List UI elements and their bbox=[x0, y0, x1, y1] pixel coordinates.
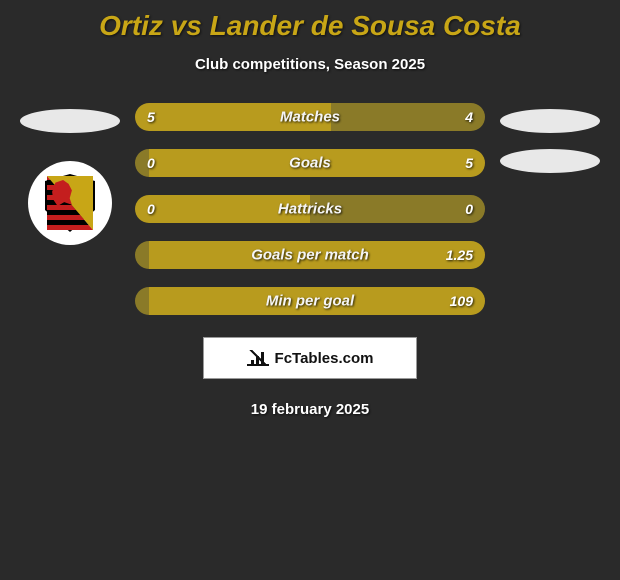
bar-value-left: 0 bbox=[147, 201, 155, 217]
brand-text: FcTables.com bbox=[275, 350, 374, 367]
main-row: 5 4 Matches 0 5 Goals 0 0 Hattricks 1.25 Goals per… bbox=[0, 103, 620, 315]
player-left-column bbox=[15, 103, 125, 245]
bar-label: Matches bbox=[280, 109, 340, 126]
stat-bar: 0 0 Hattricks bbox=[135, 195, 485, 223]
bar-label: Hattricks bbox=[278, 201, 342, 218]
bar-left-segment bbox=[135, 241, 149, 269]
bar-value-right: 1.25 bbox=[446, 247, 473, 263]
stat-bar: 5 4 Matches bbox=[135, 103, 485, 131]
page-title: Ortiz vs Lander de Sousa Costa bbox=[0, 10, 620, 42]
brand-box[interactable]: FcTables.com bbox=[203, 337, 417, 379]
player-left-flag-placeholder bbox=[20, 109, 120, 133]
bar-value-right: 4 bbox=[465, 109, 473, 125]
bar-left-segment bbox=[135, 287, 149, 315]
bar-right-segment bbox=[331, 103, 485, 131]
player-right-flag-placeholder bbox=[500, 109, 600, 133]
stat-bars: 5 4 Matches 0 5 Goals 0 0 Hattricks 1.25 Goals per… bbox=[135, 103, 485, 315]
page-subtitle: Club competitions, Season 2025 bbox=[0, 56, 620, 73]
player-right-club-placeholder bbox=[500, 149, 600, 173]
bar-label: Goals per match bbox=[251, 247, 369, 264]
shield-icon bbox=[45, 174, 95, 232]
bar-label: Goals bbox=[289, 155, 331, 172]
stat-bar: 109 Min per goal bbox=[135, 287, 485, 315]
stat-bar: 1.25 Goals per match bbox=[135, 241, 485, 269]
stat-bar: 0 5 Goals bbox=[135, 149, 485, 177]
bar-value-left: 0 bbox=[147, 155, 155, 171]
player-left-club-logo bbox=[28, 161, 112, 245]
bar-value-right: 0 bbox=[465, 201, 473, 217]
brand-chart-icon bbox=[247, 350, 269, 366]
bar-value-left: 5 bbox=[147, 109, 155, 125]
bar-label: Min per goal bbox=[266, 293, 354, 310]
comparison-widget: Ortiz vs Lander de Sousa Costa Club comp… bbox=[0, 0, 620, 418]
footer-date: 19 february 2025 bbox=[0, 401, 620, 418]
bar-value-right: 109 bbox=[450, 293, 473, 309]
bar-value-right: 5 bbox=[465, 155, 473, 171]
player-right-column bbox=[495, 103, 605, 189]
